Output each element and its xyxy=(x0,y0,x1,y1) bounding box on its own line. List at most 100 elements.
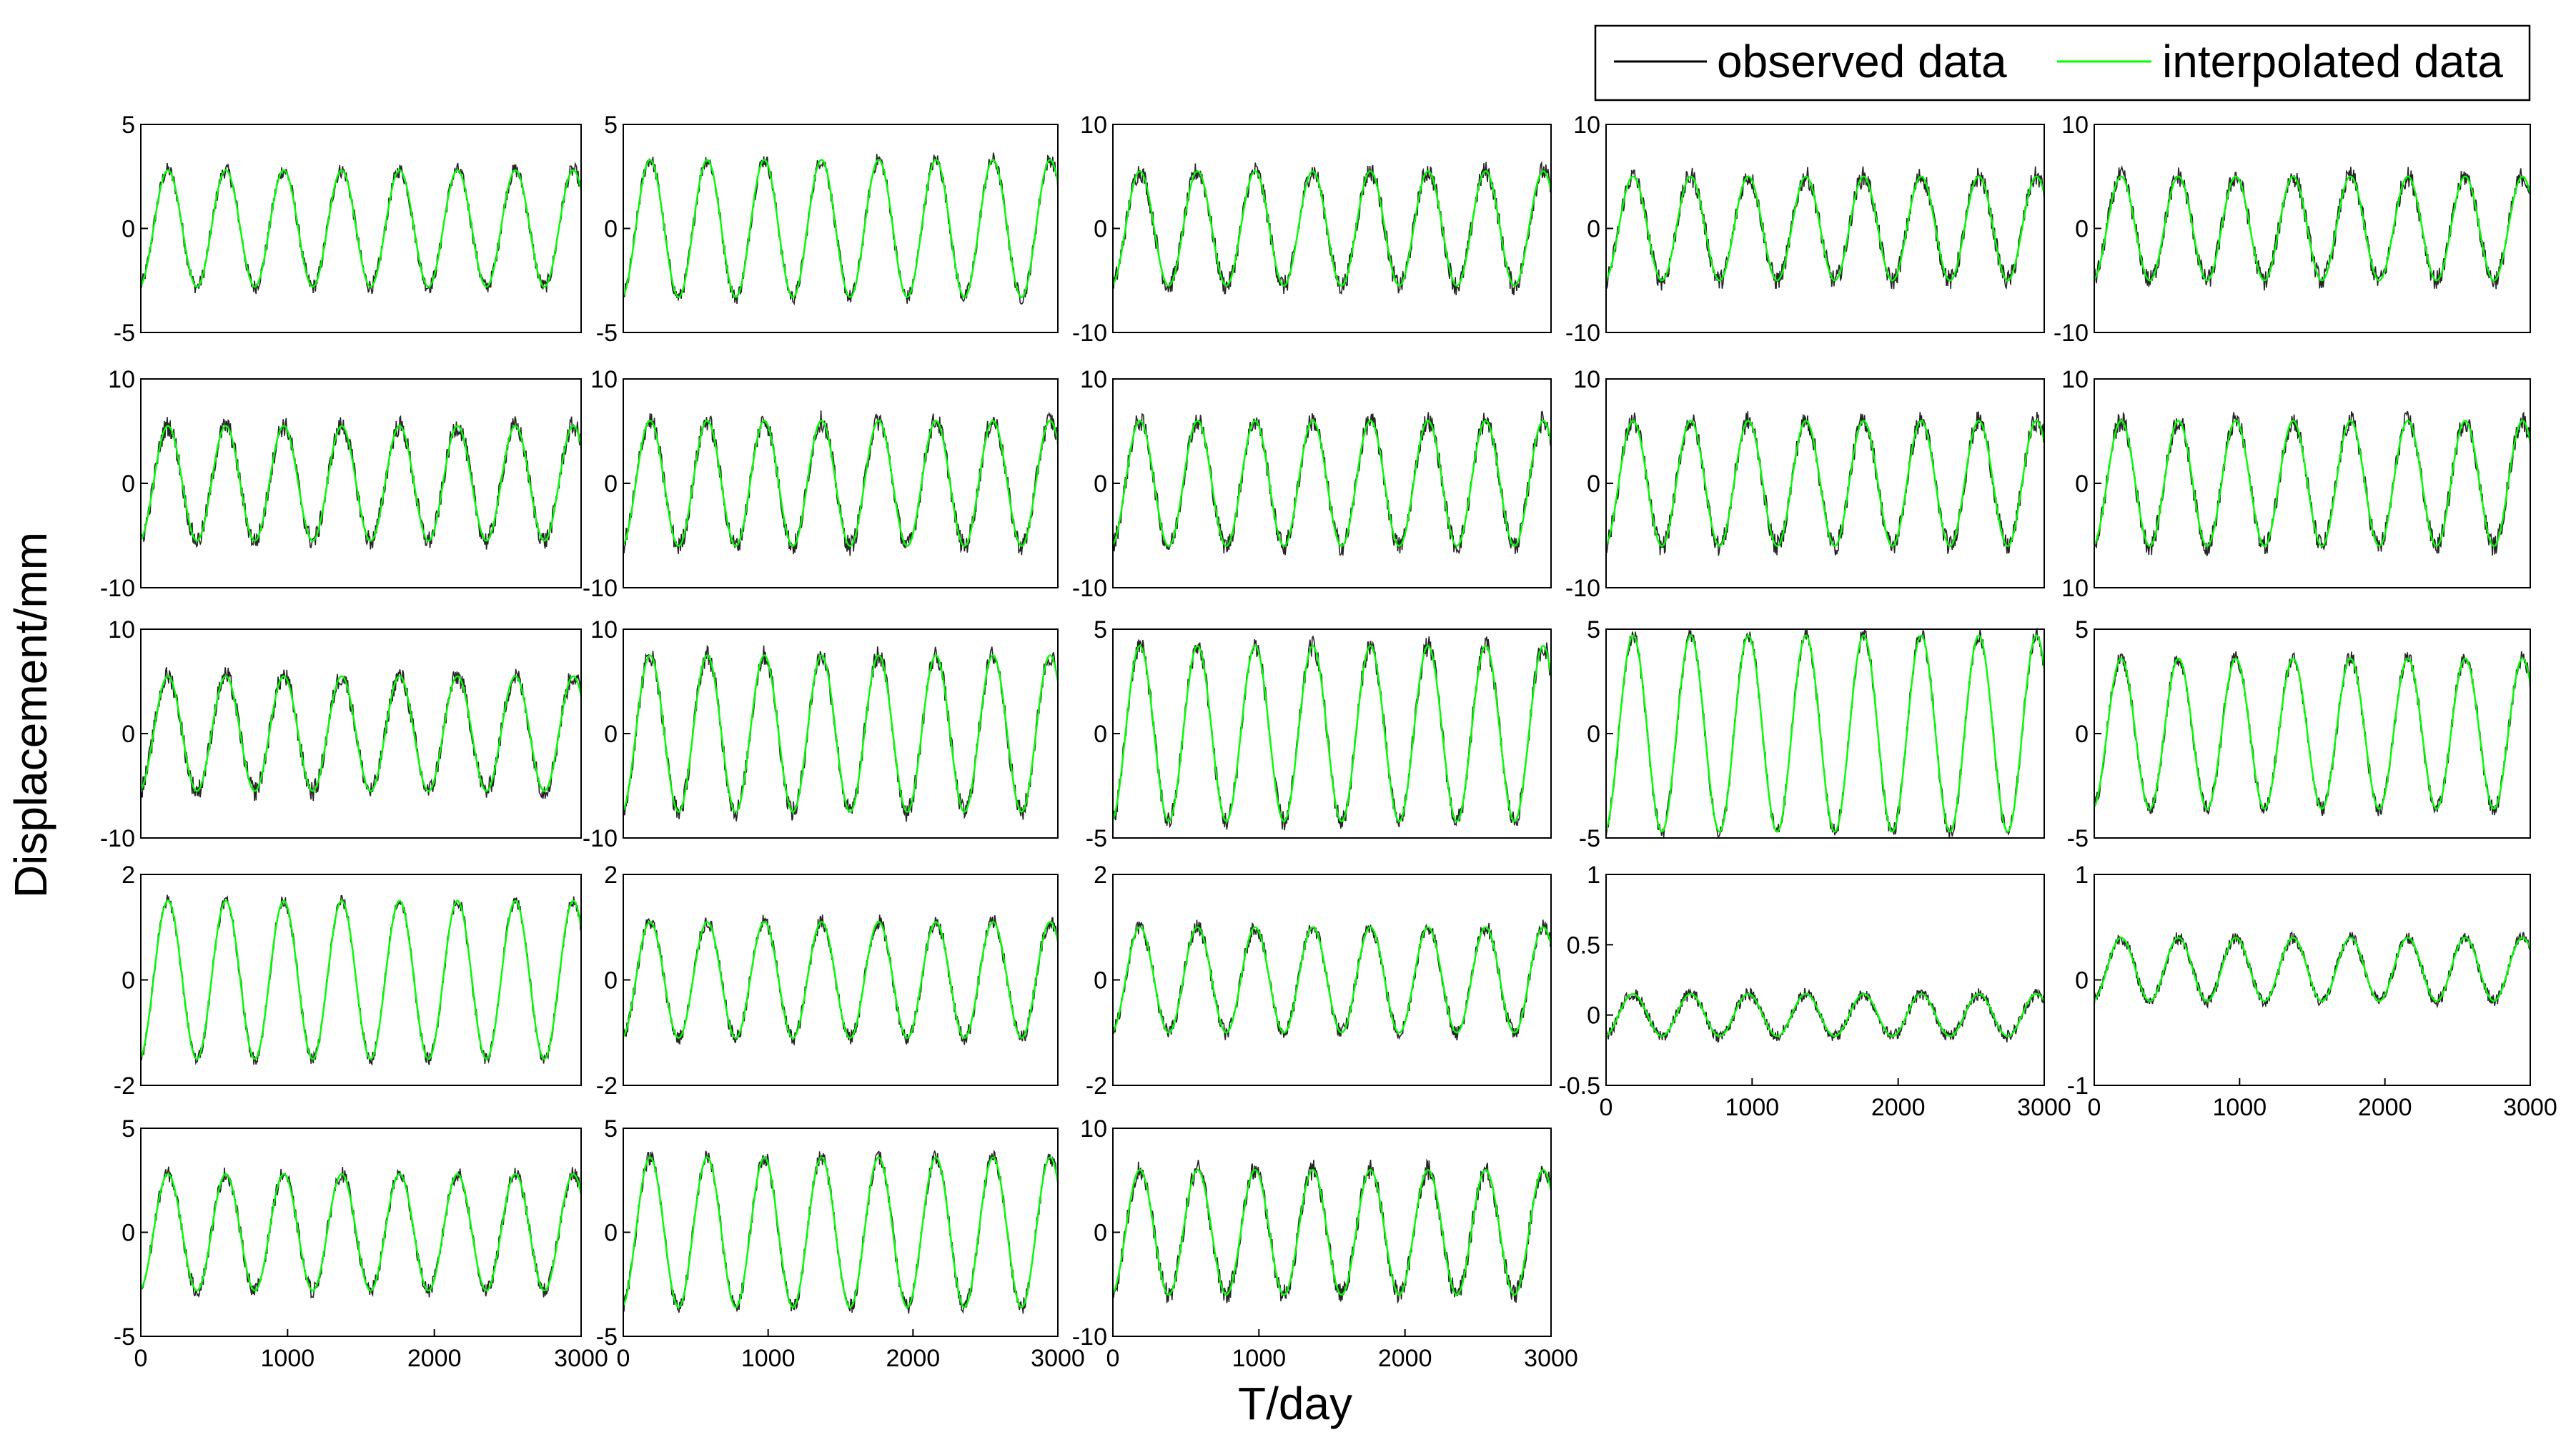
y-tick-label: 0 xyxy=(1094,216,1107,243)
y-tick-label: 0 xyxy=(1094,1220,1107,1247)
series-interpolated-data xyxy=(623,921,1059,1039)
y-tick-label: 0 xyxy=(1094,967,1107,995)
y-tick-label: 1 xyxy=(1587,862,1600,889)
legend-box xyxy=(1594,24,2531,102)
y-tick-label: 10 xyxy=(590,616,618,643)
series-interpolated-data xyxy=(2094,175,2532,282)
series-interpolated-data xyxy=(1111,1168,1552,1296)
y-tick-label: 0 xyxy=(1587,721,1600,748)
y-tick-label: -5 xyxy=(114,1323,135,1351)
y-tick-label: 5 xyxy=(122,112,135,139)
y-tick-label: 10 xyxy=(2061,575,2089,602)
x-tick-label: 2000 xyxy=(1378,1345,1432,1372)
y-tick-label: -10 xyxy=(1072,575,1107,602)
subplot-r5-c3: 100-100 1000 2000 3000 xyxy=(1072,1115,1578,1372)
series-interpolated-data xyxy=(622,159,1059,298)
series-interpolated-data xyxy=(1605,420,2046,547)
axes-frame xyxy=(1605,874,2045,1086)
subplot-r2-c3: 10 0 -10 xyxy=(1072,366,1552,602)
y-tick-label: 10 xyxy=(1573,112,1600,139)
series-interpolated-data xyxy=(1605,175,2046,282)
y-tick-label: 10 xyxy=(2061,112,2089,139)
y-tick-label: 0 xyxy=(604,470,618,498)
y-tick-label: -10 xyxy=(583,575,618,602)
y-tick-label: 2 xyxy=(604,862,618,889)
y-tick-label: 5 xyxy=(1587,616,1600,643)
y-tick-label: 1 xyxy=(2075,862,2089,889)
y-tick-label: 10 xyxy=(108,616,135,643)
x-tick-label: 3000 xyxy=(554,1345,608,1372)
y-axis-label: Displacement/mm xyxy=(5,532,56,898)
series-interpolated-data xyxy=(622,420,1059,547)
y-tick-label: 2 xyxy=(122,862,135,889)
x-tick-label: 2000 xyxy=(886,1345,941,1372)
y-tick-label: 10 xyxy=(590,366,618,393)
subplot-r4-c1: 2 0 -2 xyxy=(114,862,583,1100)
subplot-r2-c4: 10 0 -10 xyxy=(1565,366,2046,602)
legend-label-observed: observed data xyxy=(1717,36,2007,87)
series-interpolated-data xyxy=(140,675,583,792)
y-tick-label: -5 xyxy=(596,320,618,347)
subplot-r5-c2: 50-50 1000 2000 3000 xyxy=(596,1115,1085,1372)
subplot-r4-c4: 10.50-0.50 1000 2000 3000 xyxy=(1558,862,2071,1121)
subplot-r4-c2: 2 0 -2 xyxy=(596,862,1059,1100)
y-tick-label: 0 xyxy=(1094,721,1107,748)
y-tick-label: -5 xyxy=(1086,825,1107,852)
subplot-r1-c2: 5 0 -5 xyxy=(596,112,1059,347)
y-tick-label: -5 xyxy=(114,320,135,347)
x-tick-label: 0 xyxy=(134,1345,148,1372)
y-tick-label: -1 xyxy=(2067,1072,2089,1100)
y-tick-label: 0.5 xyxy=(1567,932,1600,959)
x-tick-label: 1000 xyxy=(261,1345,315,1372)
y-tick-label: -2 xyxy=(114,1072,135,1100)
series-interpolated-data xyxy=(2093,420,2532,547)
y-tick-label: -10 xyxy=(100,825,135,852)
x-tick-label: 0 xyxy=(1600,1094,1613,1121)
subplot-r3-c4: 5 0 -5 xyxy=(1579,616,2046,852)
y-tick-label: -10 xyxy=(2054,320,2089,347)
subplot-r2-c2: 10 0 -10 xyxy=(583,366,1059,602)
y-tick-label: 10 xyxy=(1080,1115,1107,1143)
x-tick-label: 1000 xyxy=(1725,1094,1780,1121)
y-tick-label: -10 xyxy=(1072,1323,1107,1351)
x-tick-label: 0 xyxy=(617,1345,630,1372)
y-tick-label: 5 xyxy=(604,112,618,139)
y-tick-label: -2 xyxy=(596,1072,618,1100)
subplot-r3-c1: 10 0 -10 xyxy=(100,616,583,852)
y-tick-label: 10 xyxy=(1080,112,1107,139)
y-tick-label: 0 xyxy=(604,721,618,748)
y-tick-label: 2 xyxy=(1094,862,1107,889)
y-tick-label: 0 xyxy=(122,721,135,748)
y-tick-label: 0 xyxy=(604,1220,618,1247)
y-tick-label: -5 xyxy=(596,1323,618,1351)
x-tick-label: 3000 xyxy=(1524,1345,1578,1372)
x-tick-label: 3000 xyxy=(2017,1094,2071,1121)
y-tick-label: 5 xyxy=(1094,616,1107,643)
y-tick-label: 10 xyxy=(108,366,135,393)
y-tick-label: 0 xyxy=(122,967,135,995)
subplot-grid: 50-550-5100-10100-10100-10100-10100-1010… xyxy=(100,112,2557,1372)
y-tick-label: -0.5 xyxy=(1558,1072,1600,1100)
y-tick-label: 0 xyxy=(2075,470,2089,498)
y-tick-label: -5 xyxy=(2067,825,2089,852)
subplot-r2-c1: 10 0 -10 xyxy=(100,366,583,602)
subplot-r4-c3: 2 0 -2 xyxy=(1086,862,1552,1100)
y-tick-label: 5 xyxy=(604,1115,618,1143)
series-interpolated-data xyxy=(1112,170,1552,287)
x-tick-label: 3000 xyxy=(2503,1094,2557,1121)
y-tick-label: 0 xyxy=(604,967,618,995)
y-tick-label: 0 xyxy=(122,470,135,498)
y-tick-label: -2 xyxy=(1086,1072,1107,1100)
series-interpolated-data xyxy=(1112,926,1552,1034)
y-tick-label: 0 xyxy=(604,216,618,243)
y-tick-label: -5 xyxy=(1579,825,1600,852)
x-axis-label: T/day xyxy=(1238,1378,1352,1429)
series-interpolated-data xyxy=(622,1156,1059,1308)
y-tick-label: -10 xyxy=(1565,320,1600,347)
y-tick-label: 0 xyxy=(1094,470,1107,498)
x-tick-label: 1000 xyxy=(1232,1345,1287,1372)
series-interpolated-data xyxy=(2094,937,2532,1002)
series-interpolated-data xyxy=(1111,645,1552,822)
